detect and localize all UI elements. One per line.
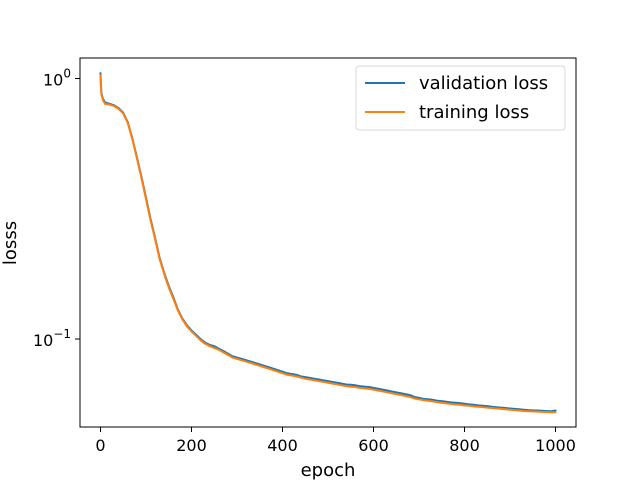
x-tick-label: 800 [449,436,480,455]
series-line-training-loss [99,74,557,414]
x-tick-label: 600 [358,436,389,455]
y-tick-label: 100 [43,67,71,90]
x-axis: 0 200 400 600 800 1000 [95,427,576,455]
legend-label-validation-loss: validation loss [419,73,548,94]
legend-label-training-loss: training loss [419,102,529,123]
x-tick-label: 200 [176,436,207,455]
plot-area [99,72,557,414]
x-axis-title: epoch [301,460,356,480]
y-axis: 10−1 100 [33,67,80,350]
axes-frame [79,57,577,428]
x-tick-label: 0 [95,436,105,455]
legend-frame [355,65,566,131]
x-tick-label: 400 [267,436,298,455]
legend: validation loss training loss [355,65,566,131]
y-tick-label: 10−1 [33,327,71,350]
y-axis-title: losss [0,221,21,265]
x-tick-label: 1000 [535,436,576,455]
